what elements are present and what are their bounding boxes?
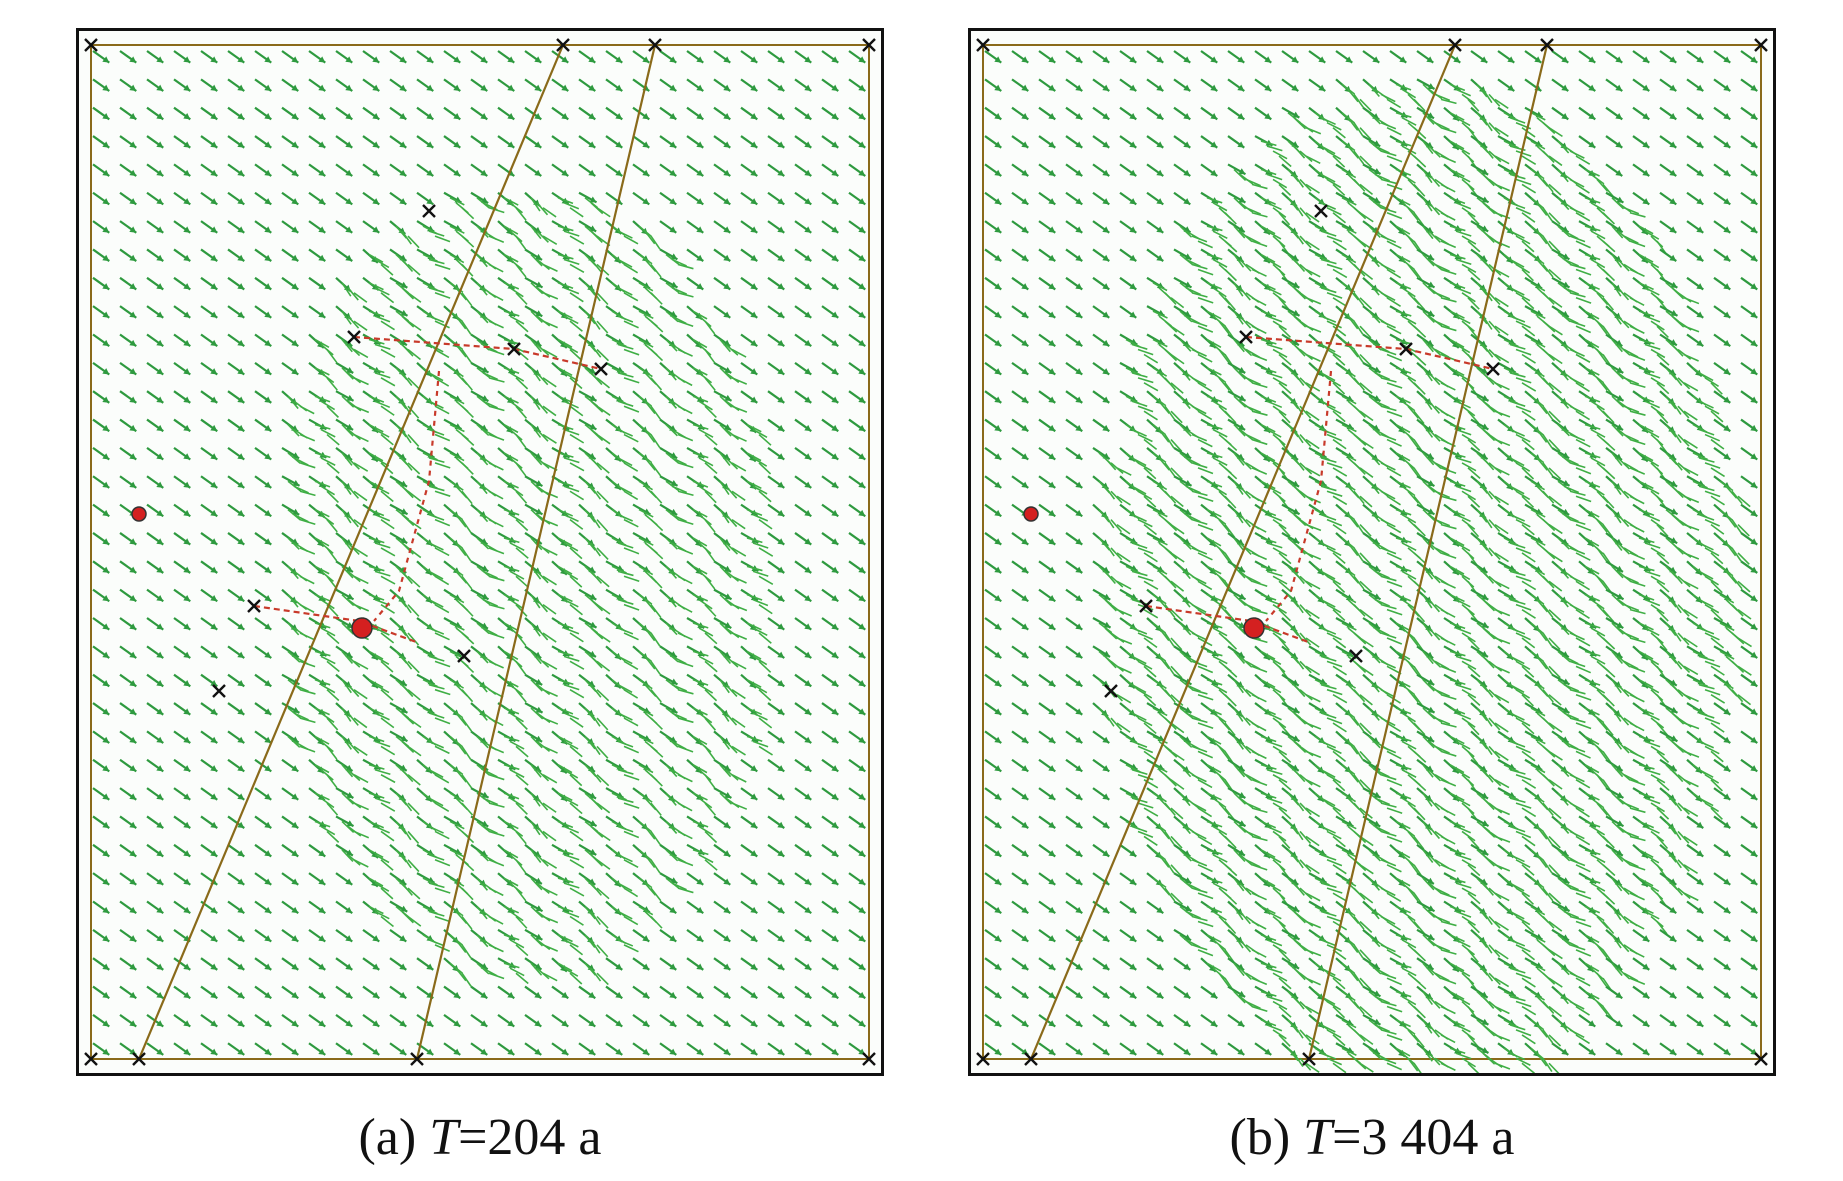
flow-field-panel-a xyxy=(76,28,884,1076)
well-dot-icon xyxy=(1243,617,1265,639)
cross-marker-icon xyxy=(507,342,521,356)
well-dot-icon xyxy=(131,506,147,522)
vector-field xyxy=(92,50,866,1056)
well-dot-icon xyxy=(351,617,373,639)
cross-marker-icon xyxy=(976,1052,990,1066)
cross-marker-icon xyxy=(1448,38,1462,52)
caption-b-variable: T xyxy=(1303,1109,1333,1166)
cross-marker-icon xyxy=(1349,649,1363,663)
cross-marker-icon xyxy=(457,649,471,663)
flow-field-canvas-b xyxy=(976,38,1768,1073)
cross-marker-icon xyxy=(84,1052,98,1066)
cross-marker-icon xyxy=(1104,684,1118,698)
model-boundary xyxy=(982,44,1762,1060)
caption-a-variable: T xyxy=(429,1109,459,1166)
cross-marker-icon xyxy=(976,38,990,52)
vector-field xyxy=(984,50,1758,1073)
caption-a: (a) T=204 a xyxy=(76,1108,884,1168)
cross-marker-icon xyxy=(247,599,261,613)
cross-marker-icon xyxy=(1139,599,1153,613)
caption-b: (b) T=3 404 a xyxy=(968,1108,1776,1168)
cross-marker-icon xyxy=(1302,1052,1316,1066)
cross-marker-icon xyxy=(84,38,98,52)
caption-b-value: =3 404 a xyxy=(1332,1109,1515,1166)
caption-a-label: (a) xyxy=(358,1109,417,1166)
fault-lines xyxy=(137,44,657,1060)
caption-a-value: =204 a xyxy=(458,1109,602,1166)
cross-marker-icon xyxy=(648,38,662,52)
cross-marker-icon xyxy=(1314,204,1328,218)
cross-marker-icon xyxy=(1754,1052,1768,1066)
cross-marker-icon xyxy=(1024,1052,1038,1066)
model-boundary xyxy=(90,44,870,1060)
cross-marker-icon xyxy=(1754,38,1768,52)
cross-marker-icon xyxy=(862,38,876,52)
cross-marker-icon xyxy=(1486,362,1500,376)
caption-b-label: (b) xyxy=(1229,1109,1291,1166)
cross-marker-icon xyxy=(1399,342,1413,356)
cross-marker-icon xyxy=(347,330,361,344)
flow-field-canvas-a xyxy=(84,38,876,1066)
cross-marker-icon xyxy=(212,684,226,698)
cross-marker-icon xyxy=(594,362,608,376)
cross-marker-icon xyxy=(132,1052,146,1066)
cross-marker-icon xyxy=(410,1052,424,1066)
cross-marker-icon xyxy=(556,38,570,52)
cross-marker-icon xyxy=(1239,330,1253,344)
cross-marker-icon xyxy=(862,1052,876,1066)
well-dot-icon xyxy=(1023,506,1039,522)
flow-field-panel-b xyxy=(968,28,1776,1076)
cross-marker-icon xyxy=(422,204,436,218)
cross-marker-icon xyxy=(1540,38,1554,52)
